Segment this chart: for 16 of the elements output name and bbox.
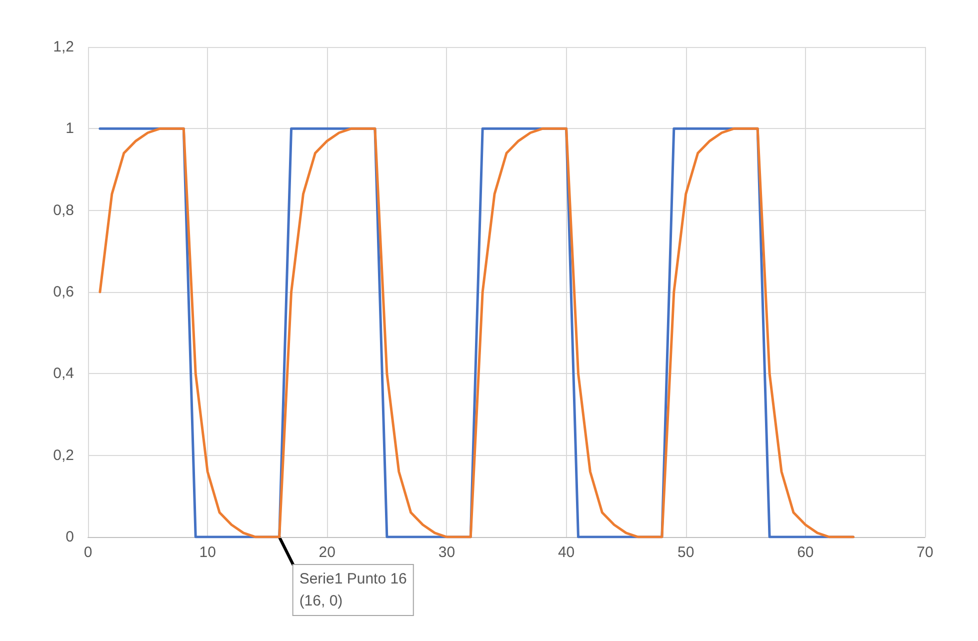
annotation: Serie1 Punto 16 (16, 0) <box>299 570 407 610</box>
y-tick-label: 0,6 <box>53 284 74 300</box>
x-tick-label: 50 <box>678 544 694 561</box>
y-tick-label: 0,4 <box>53 365 74 382</box>
y-tick-label: 0,2 <box>53 446 74 464</box>
x-tick-label: 40 <box>558 544 575 561</box>
x-tick-label: 70 <box>916 544 934 561</box>
x-tick-label: 0 <box>84 544 92 561</box>
y-tick-label: 0,8 <box>53 202 74 219</box>
x-tick-label: 60 <box>797 544 814 561</box>
y-tick-label: 1,2 <box>53 38 74 56</box>
x-tick-label: 10 <box>199 544 216 561</box>
y-tick-label: 0 <box>66 528 74 546</box>
y-tick-label: 1 <box>66 120 74 138</box>
x-tick-label: 20 <box>318 544 336 561</box>
x-tick-label: 30 <box>438 544 456 561</box>
